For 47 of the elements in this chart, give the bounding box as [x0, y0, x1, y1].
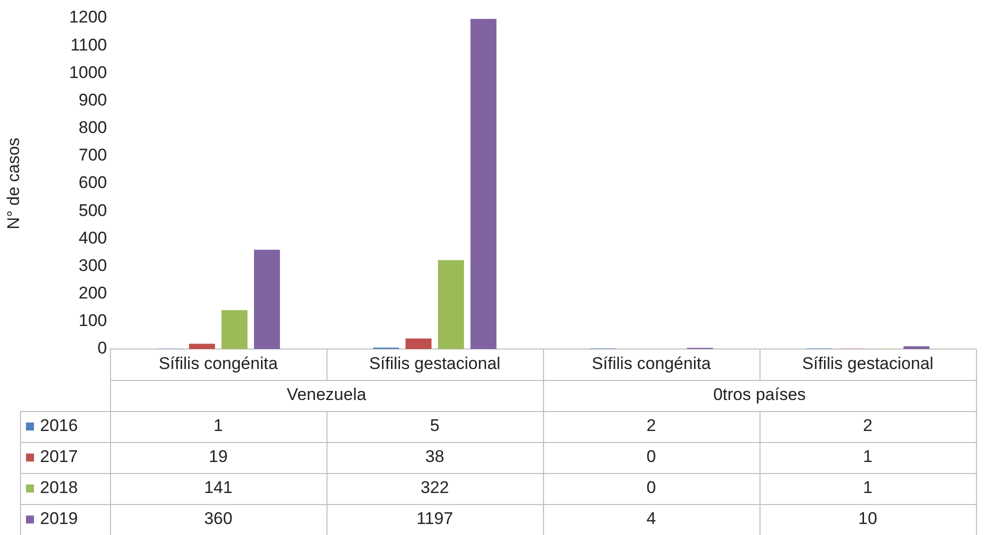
y-tick-label: 0 — [98, 338, 107, 358]
data-label: 2 — [863, 416, 872, 436]
x-tick-label: Sífilis congénita — [592, 354, 712, 374]
y-tick-label: 400 — [78, 228, 107, 248]
data-label: 38 — [425, 447, 444, 466]
y-axis-title: N° de casos — [4, 138, 23, 230]
y-tick-label: 1000 — [69, 62, 107, 82]
y-tick-label: 500 — [78, 200, 107, 220]
y-tick-label: 200 — [78, 284, 107, 303]
y-tick-label: 600 — [78, 173, 107, 192]
data-label: 1197 — [416, 509, 454, 528]
data-label: 10 — [858, 509, 878, 528]
legend-label: 2018 — [40, 478, 78, 498]
bar — [406, 338, 432, 349]
y-tick-label: 700 — [78, 146, 107, 165]
text: Venezuela — [286, 385, 367, 404]
y-tick-label: 900 — [78, 90, 107, 110]
y-tick-label: 1100 — [70, 35, 107, 54]
data-label: 1 — [863, 478, 872, 498]
data-label: 0 — [646, 478, 656, 498]
y-tick-label: 1200 — [69, 8, 107, 27]
data-label: 322 — [420, 478, 449, 498]
x-tick-label: Sífilis gestacional — [369, 354, 500, 374]
y-tick-label: 800 — [78, 118, 107, 138]
x-tick-label: Sífilis gestacional — [802, 354, 934, 374]
data-label: 1 — [214, 416, 223, 436]
bar — [438, 260, 464, 349]
bar — [222, 310, 248, 349]
data-label: 0 — [646, 447, 656, 466]
data-label: 1 — [863, 447, 872, 466]
data-label: 141 — [204, 478, 232, 498]
data-label: 19 — [208, 447, 228, 466]
bar — [903, 346, 930, 349]
data-label: 5 — [430, 416, 440, 436]
y-tick-label: 300 — [78, 256, 107, 275]
data-label: 2 — [646, 416, 656, 436]
bar — [254, 250, 280, 349]
legend-label: 2016 — [40, 416, 78, 436]
bar — [189, 344, 216, 349]
x-tick-label: Sífilis congénita — [158, 354, 278, 374]
y-tick-label: 100 — [78, 311, 107, 330]
legend-label: 2017 — [40, 447, 78, 466]
data-label: 360 — [204, 509, 232, 528]
text: 0tros países — [713, 385, 806, 404]
bar — [470, 18, 496, 349]
data-label: 4 — [646, 509, 656, 528]
legend-label: 2019 — [40, 509, 78, 528]
